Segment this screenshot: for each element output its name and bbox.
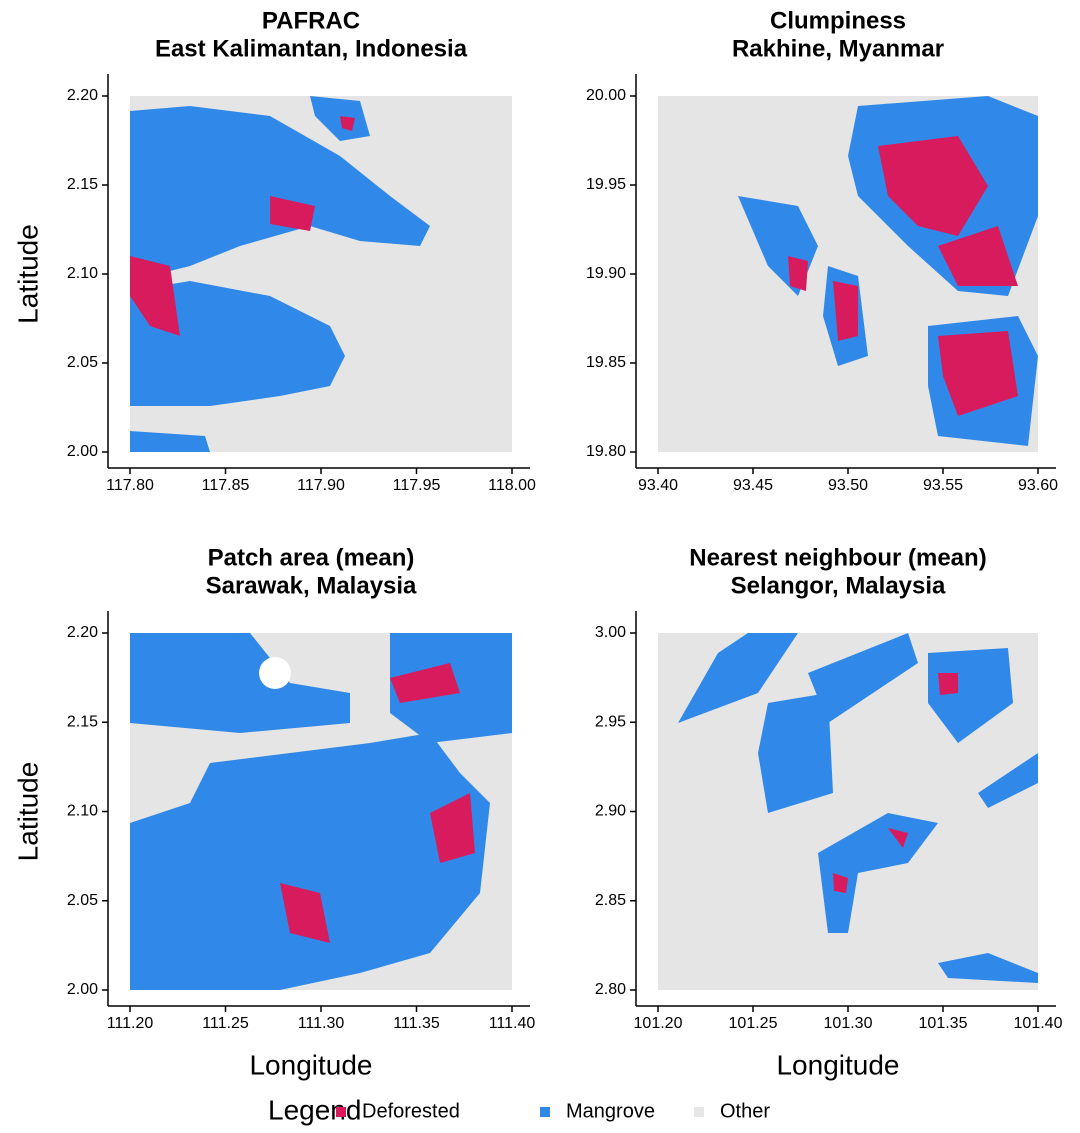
map-shapes xyxy=(130,96,1038,990)
y-tick-label: 2.20 xyxy=(67,87,98,104)
x-tick-label: 111.25 xyxy=(202,1015,249,1032)
legend-label: Mangrove xyxy=(566,1100,655,1122)
panel-title: PAFRAC xyxy=(262,7,360,34)
panel-title: Patch area (mean) xyxy=(208,544,415,571)
x-tick-label: 117.95 xyxy=(393,477,441,494)
y-tick-label: 2.00 xyxy=(67,443,98,460)
panel-title: Sarawak, Malaysia xyxy=(206,572,417,599)
y-tick-label: 2.90 xyxy=(595,803,626,820)
x-tick-label: 93.55 xyxy=(923,477,963,494)
y-tick-label: 2.10 xyxy=(67,803,98,820)
x-tick-label: 101.30 xyxy=(824,1015,873,1032)
panel-title: Nearest neighbour (mean) xyxy=(689,544,986,571)
y-tick-label: 2.15 xyxy=(67,713,98,730)
legend-swatch xyxy=(336,1107,346,1117)
x-tick-label: 118.00 xyxy=(488,477,536,494)
y-tick-label: 20.00 xyxy=(586,87,626,104)
x-axis-label: Longitude xyxy=(776,1049,899,1080)
y-tick-label: 3.00 xyxy=(595,624,626,641)
legend-label: Other xyxy=(720,1100,770,1122)
x-tick-label: 101.40 xyxy=(1014,1015,1063,1032)
x-tick-label: 93.60 xyxy=(1018,477,1058,494)
x-tick-label: 93.45 xyxy=(733,477,773,494)
y-tick-label: 2.20 xyxy=(67,624,98,641)
x-tick-label: 93.50 xyxy=(828,477,868,494)
y-tick-label: 2.15 xyxy=(67,176,98,193)
x-tick-label: 111.20 xyxy=(107,1015,154,1032)
legend-swatch xyxy=(540,1107,550,1117)
x-tick-label: 93.40 xyxy=(638,477,678,494)
x-tick-label: 111.30 xyxy=(298,1015,345,1032)
x-tick-label: 117.85 xyxy=(202,477,250,494)
x-tick-label: 101.25 xyxy=(729,1015,778,1032)
y-tick-label: 2.95 xyxy=(595,713,626,730)
y-tick-label: 2.10 xyxy=(67,265,98,282)
panel-title: Selangor, Malaysia xyxy=(731,572,946,599)
legend-title: Legend xyxy=(268,1094,361,1125)
y-tick-label: 2.05 xyxy=(67,354,98,371)
y-tick-label: 2.85 xyxy=(595,892,626,909)
panel-title: Clumpiness xyxy=(770,7,906,34)
y-tick-label: 19.90 xyxy=(586,265,626,282)
x-tick-label: 101.20 xyxy=(634,1015,683,1032)
y-tick-label: 19.80 xyxy=(586,443,626,460)
y-axis-label: Latitude xyxy=(12,224,43,324)
legend: Legend xyxy=(268,1094,361,1125)
x-tick-label: 117.90 xyxy=(297,477,345,494)
y-tick-label: 2.00 xyxy=(67,981,98,998)
y-tick-label: 2.80 xyxy=(595,981,626,998)
y-tick-label: 2.05 xyxy=(67,892,98,909)
panel-title: East Kalimantan, Indonesia xyxy=(155,35,468,62)
y-tick-label: 19.95 xyxy=(586,176,626,193)
x-tick-label: 111.35 xyxy=(393,1015,440,1032)
legend-label: Deforested xyxy=(362,1100,460,1122)
y-axis-label: Latitude xyxy=(12,762,43,862)
x-tick-label: 117.80 xyxy=(106,477,154,494)
y-tick-label: 19.85 xyxy=(586,354,626,371)
x-tick-label: 111.40 xyxy=(489,1015,536,1032)
panel-title: Rakhine, Myanmar xyxy=(732,35,944,62)
x-tick-label: 101.35 xyxy=(919,1015,968,1032)
legend-swatch xyxy=(694,1107,704,1117)
x-axis-label: Longitude xyxy=(249,1049,372,1080)
